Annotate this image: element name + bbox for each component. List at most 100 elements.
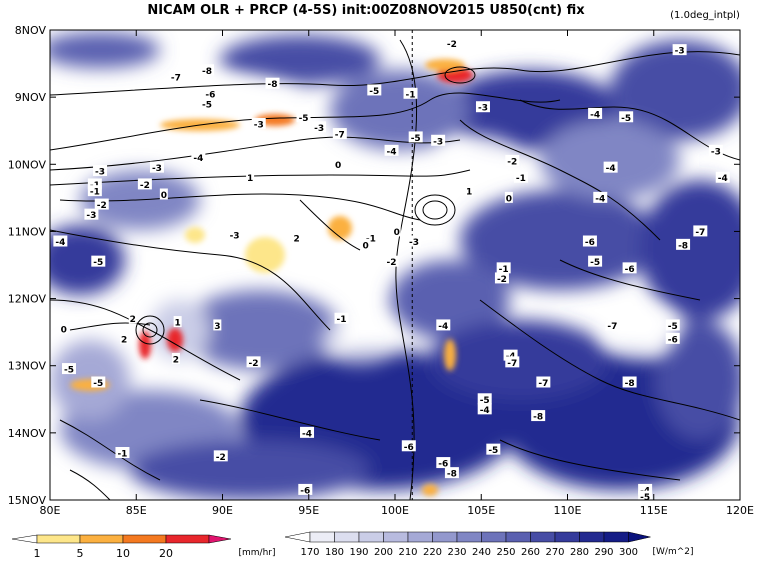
y-tick-label: 13NOV [8, 360, 47, 373]
contour-label-bg [171, 353, 180, 364]
contour-label-bg [300, 426, 315, 438]
contour-label-bg [213, 450, 228, 462]
contour-label-bg [444, 467, 459, 479]
contour-label: -3 [152, 164, 162, 174]
contour-label: -3 [433, 137, 443, 147]
contour-label-bg [334, 312, 349, 324]
contour-label-bg [61, 363, 76, 375]
olr-colorbar-low-arrow [284, 531, 311, 543]
contour-label-bg [298, 483, 313, 495]
contour-label: -6 [300, 486, 310, 496]
olr-colorbar-swatch [309, 531, 335, 543]
contour-labels: -2-3-7-8-8-6-5-5 -1-3-4 -5-3-5-3-7 -5 -3-4-4… [53, 37, 730, 500]
contour-label-bg [292, 232, 301, 244]
olr-colorbar-swatch [334, 531, 360, 543]
contour-label: -4 [595, 194, 605, 204]
contour-label: -4 [480, 406, 490, 416]
precip-colorbar-unit: [mm/hr] [239, 548, 276, 558]
olr-colorbar: 170 180 190 200 210 220 230 240 250 260 270 280 290 3… [284, 531, 694, 558]
contour-label: -5 [480, 396, 490, 406]
contour-label-bg [444, 37, 459, 49]
contour-label-bg [246, 171, 255, 183]
x-tick-label: 115E [640, 504, 668, 517]
precip-colorbar-swatch [165, 534, 210, 544]
contour-label: -2 [497, 275, 507, 285]
y-tick-label: 8NOV [15, 24, 47, 37]
contour-label: -6 [668, 335, 678, 345]
precip-colorbar-high-arrow [208, 534, 232, 544]
y-axis: 8NOV 9NOV 10NOV 11NOV 12NOV 13NOV 14NOV 15NOV [8, 24, 740, 507]
contour-label-bg [503, 349, 518, 361]
contour-label-bg [582, 235, 597, 247]
olr-colorbar-tick: 250 [496, 547, 515, 558]
contour-label-bg [137, 178, 152, 190]
contour-label-bg [213, 319, 222, 331]
contour-label: -8 [533, 413, 543, 423]
contour-label-bg [665, 332, 680, 344]
contour-label-bg [505, 356, 520, 368]
contour-label-bg [84, 208, 99, 220]
olr-colorbar-tick: 180 [325, 547, 344, 558]
precip-colorbar: 1 5 10 20 [mm/hr] [11, 534, 276, 560]
contour-label-bg [693, 225, 708, 237]
contour-label-bg [505, 154, 520, 166]
contour-label: -5 [621, 114, 631, 124]
contour-label: 2 [294, 235, 300, 245]
contour-label-bg [605, 319, 620, 331]
contour-label: 1 [175, 319, 181, 329]
olr-colorbar-tick: 240 [472, 547, 491, 558]
olr-colorbar-swatch [579, 531, 605, 543]
contour-label-bg [588, 107, 603, 119]
contour-label: -2 [140, 181, 150, 191]
resolution-note: (1.0deg_intpl) [670, 10, 740, 21]
olr-colorbar-swatch [530, 531, 556, 543]
olr-colorbar-tick: 170 [300, 547, 319, 558]
contour-label-bg [173, 316, 182, 328]
olr-light-patches [50, 75, 680, 365]
contour-label: -5 [590, 258, 600, 268]
contour-label-bg [619, 111, 634, 123]
x-tick-label: 110E [554, 504, 582, 517]
contour-label-bg [638, 490, 653, 500]
contour-label-bg [296, 111, 311, 123]
x-tick-label: 80E [40, 504, 61, 517]
olr-colorbar-swatch [554, 531, 580, 543]
contour-label: -2 [507, 157, 517, 167]
contour-label: 0 [161, 191, 167, 201]
contour-label: -5 [64, 366, 74, 376]
contour-label: -6 [585, 238, 595, 248]
contour-label: 0 [363, 241, 369, 251]
olr-colorbar-unit: [W/m^2] [653, 547, 694, 557]
contour-label: -4 [55, 238, 65, 248]
contour-label: -8 [625, 379, 635, 389]
contour-label: -2 [387, 258, 397, 268]
contour-label: -5 [488, 446, 498, 456]
olr-colorbar-tick: 270 [545, 547, 564, 558]
contour-label: -5 [411, 134, 421, 144]
x-tick-label: 95E [298, 504, 319, 517]
contour-label-bg [475, 101, 490, 113]
contour-label: -8 [447, 470, 457, 480]
contour-label: 1 [247, 174, 253, 184]
olr-colorbar-tick: 190 [349, 547, 368, 558]
contour-label-bg [384, 255, 399, 267]
contour-label: -3 [675, 47, 685, 57]
olr-colorbar-tick: 220 [423, 547, 442, 558]
contour-label-bg [53, 235, 68, 247]
contour-label-bg [392, 225, 401, 237]
contour-label-bg [465, 185, 474, 197]
contour-label: -5 [93, 258, 103, 268]
contour-label-bg [436, 319, 451, 331]
contour-label: -3 [711, 147, 721, 157]
olr-colorbar-tick: 200 [374, 547, 393, 558]
contour-label-bg [638, 483, 653, 495]
y-tick-label: 14NOV [8, 427, 47, 440]
contour-label: -2 [447, 40, 457, 50]
contour-label-bg [593, 191, 608, 203]
contour-label-bg [93, 165, 108, 176]
contour-label-bg [408, 131, 423, 143]
contour-label-bg [401, 440, 416, 452]
contour-label: 2 [121, 335, 127, 345]
contour-label: -3 [86, 211, 96, 221]
contour-label-bg [513, 171, 528, 183]
